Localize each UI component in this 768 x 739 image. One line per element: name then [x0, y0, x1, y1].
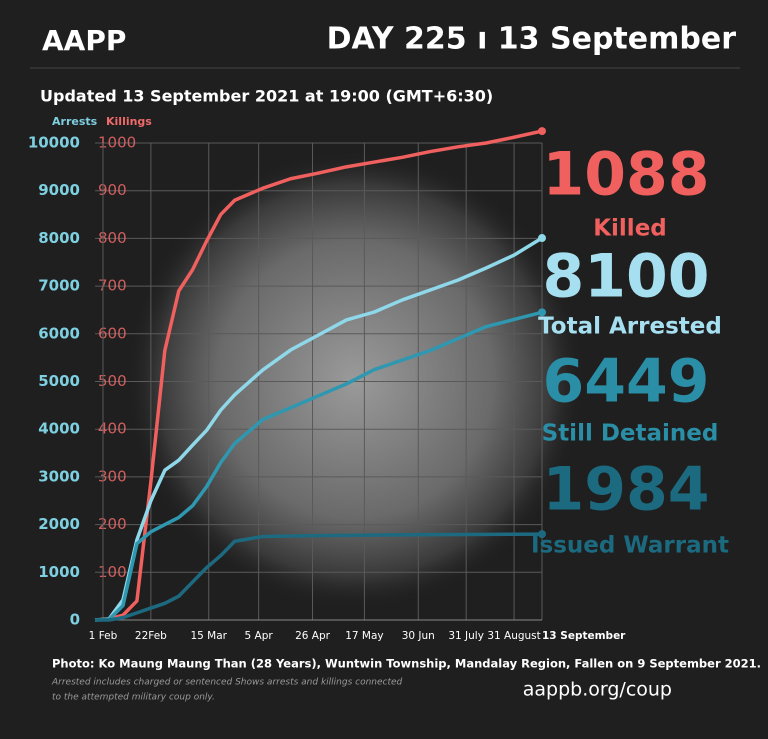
y2-tick-label: 200: [98, 515, 127, 533]
updated: Updated 13 September 2021 at 19:00 (GMT+…: [40, 87, 493, 106]
y-tick-label: 5000: [38, 372, 80, 390]
y-axis-label: Arrests: [52, 115, 98, 128]
end-point: [538, 308, 546, 317]
y-tick-label: 3000: [38, 467, 80, 485]
y2-tick-label: 400: [98, 420, 127, 438]
note: to the attempted military coup only.: [52, 693, 215, 703]
stat-number: 1088: [543, 140, 710, 210]
x-tick-label: 5 Apr: [245, 630, 274, 642]
x-tick-label: 22Feb: [135, 630, 167, 642]
y-tick-label: 2000: [38, 515, 80, 533]
y-tick-label: 0: [70, 611, 80, 629]
stat-number: 6449: [543, 347, 710, 417]
stat-number: 8100: [543, 242, 710, 312]
y2-tick-label: 800: [98, 229, 127, 247]
y-tick-label: 8000: [38, 229, 80, 247]
y2-tick-label: 1000: [98, 134, 136, 152]
x-tick-label: 26 Apr: [295, 630, 331, 642]
end-point: [538, 127, 546, 136]
series-line: [95, 532, 543, 622]
y-tick-label: 7000: [38, 277, 80, 295]
y2-tick-label: 100: [98, 563, 127, 581]
end-point: [538, 530, 546, 539]
y2-tick-label: 300: [98, 467, 127, 485]
x-tick-label: 31 August: [487, 630, 540, 642]
x-tick-label: 15 Mar: [190, 630, 227, 642]
stat-number: 1984: [543, 455, 710, 525]
stat-label: Total Arrested: [538, 314, 722, 340]
day-title: DAY 225 ı 13 September: [327, 22, 737, 57]
series-line: [94, 129, 543, 622]
y2-tick-label: 500: [98, 372, 127, 390]
end-point: [538, 234, 546, 243]
caption: Photo: Ko Maung Maung Than (28 Years), W…: [52, 657, 761, 671]
series-line: [94, 310, 543, 622]
y2-tick-label: 900: [98, 181, 127, 199]
y-tick-label: 4000: [38, 420, 80, 438]
stat-label: Still Detained: [542, 421, 719, 447]
brand: AAPP: [42, 24, 126, 57]
series-line: [94, 236, 543, 622]
y2-tick-label: 600: [98, 324, 127, 342]
note: Arrested includes charged or sentenced S…: [51, 678, 403, 688]
y-tick-label: 10000: [28, 134, 80, 152]
x-tick-label: 1 Feb: [89, 630, 118, 642]
y2-axis-label: Killings: [106, 115, 152, 128]
y-tick-label: 6000: [38, 324, 80, 342]
x-tick-label: 17 May: [345, 630, 383, 642]
y2-tick-label: 700: [98, 277, 127, 295]
stat-label: Issued Warrant: [531, 533, 729, 559]
stat-label: Killed: [593, 216, 667, 242]
y-tick-label: 9000: [38, 181, 80, 199]
x-tick-label: 30 Jun: [402, 630, 435, 642]
x-tick-label: 13 September: [542, 630, 626, 642]
y-tick-label: 1000: [38, 563, 80, 581]
url: aappb.org/coup: [523, 679, 672, 701]
plot: Arrests Killings 0 1000 2000 3000 4000 5000 6000…: [28, 115, 626, 642]
x-tick-label: 31 July: [448, 630, 484, 642]
